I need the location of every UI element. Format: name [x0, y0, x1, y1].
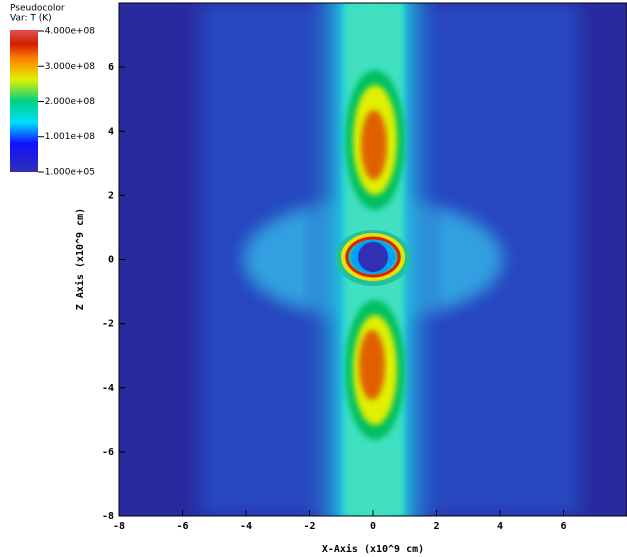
legend-subtitle: Var: T (K) — [10, 14, 52, 24]
colorbar-tick-label: 4.000e+08 — [45, 27, 96, 37]
x-tick-label: -6 — [176, 521, 188, 532]
colorbar-tick-label: 1.000e+05 — [45, 168, 95, 178]
x-tick-label: 4 — [497, 521, 503, 532]
x-tick-label: -8 — [113, 521, 125, 532]
x-tick-label: -4 — [240, 521, 252, 532]
y-tick-label: 0 — [108, 255, 114, 266]
colorbar-tick-label: 3.000e+08 — [45, 62, 96, 72]
y-axis-label: Z Axis (x10^9 cm) — [74, 208, 86, 310]
field — [119, 3, 627, 516]
colorbar — [10, 30, 38, 172]
y-tick-label: 6 — [108, 62, 114, 73]
y-tick-label: 4 — [108, 126, 114, 137]
legend-title: Pseudocolor — [10, 4, 65, 14]
y-tick-label: -2 — [102, 319, 114, 330]
x-axis-label: X-Axis (x10^9 cm) — [322, 543, 424, 555]
y-tick-label: -6 — [102, 447, 114, 458]
colorbar-tick-label: 2.000e+08 — [45, 97, 96, 107]
y-tick-label: -8 — [102, 511, 114, 522]
colorbar-tick-label: 1.001e+08 — [45, 132, 96, 142]
x-tick-label: -2 — [303, 521, 315, 532]
x-tick-label: 2 — [433, 521, 439, 532]
x-tick-label: 6 — [560, 521, 566, 532]
x-tick-label: 0 — [370, 521, 376, 532]
y-tick-label: 2 — [108, 190, 114, 201]
y-tick-label: -4 — [102, 383, 114, 394]
